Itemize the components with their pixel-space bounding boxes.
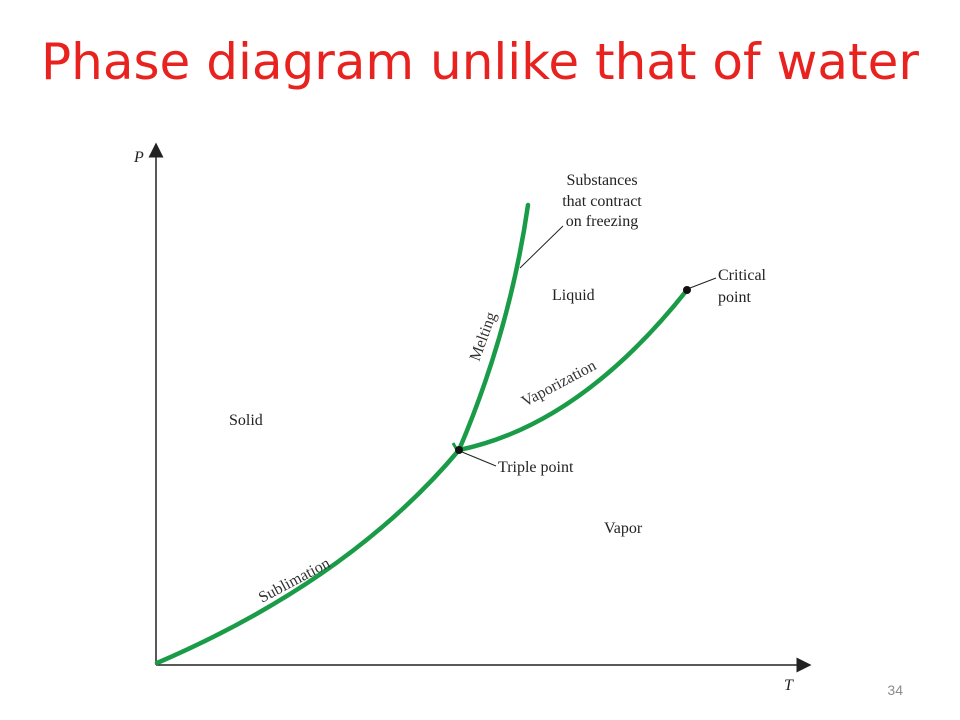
vaporization-curve-label: Vaporization bbox=[519, 357, 599, 410]
substances-leader-line bbox=[519, 225, 564, 269]
triple-point-dot bbox=[455, 446, 463, 454]
y-axis-label: P bbox=[133, 149, 144, 166]
slide-number: 34 bbox=[887, 682, 903, 698]
region-vapor-label: Vapor bbox=[604, 520, 643, 537]
critical-point-label-line2: point bbox=[718, 289, 751, 306]
sublimation-curve-label: Sublimation bbox=[256, 555, 333, 607]
melting-curve bbox=[456, 202, 531, 453]
vaporization-curve bbox=[456, 287, 690, 453]
substances-callout-line3: on freezing bbox=[566, 213, 638, 230]
slide-title: Phase diagram unlike that of water bbox=[41, 33, 919, 91]
substances-callout-line2: that contract bbox=[562, 193, 642, 210]
x-axis-label: T bbox=[784, 677, 794, 694]
substances-callout-line1: Substances bbox=[566, 172, 637, 189]
region-solid-label: Solid bbox=[229, 412, 263, 429]
region-liquid-label: Liquid bbox=[552, 287, 595, 304]
triple-leader-line bbox=[461, 451, 497, 467]
critical-leader-line bbox=[689, 277, 717, 289]
critical-point-dot bbox=[683, 286, 691, 294]
sublimation-curve bbox=[154, 447, 462, 666]
critical-point-label-line1: Critical bbox=[718, 267, 767, 284]
triple-point-label: Triple point bbox=[498, 459, 574, 476]
